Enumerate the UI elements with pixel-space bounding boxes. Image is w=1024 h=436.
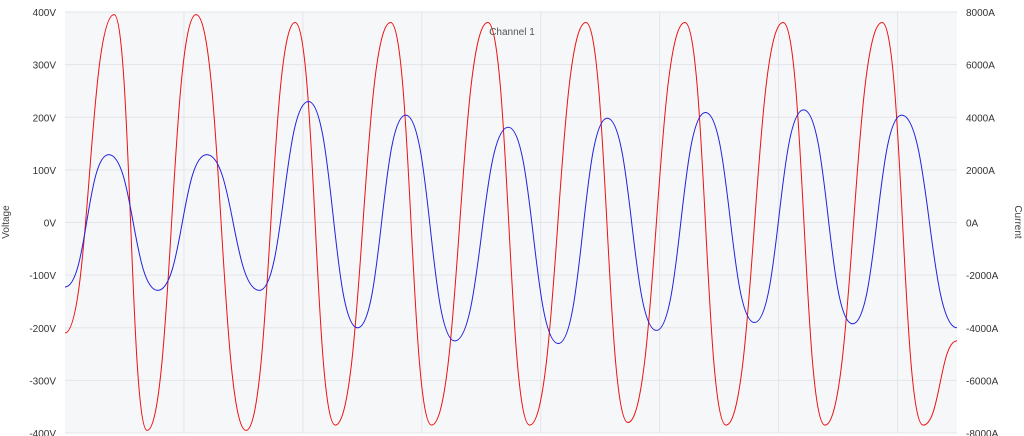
voltage-data-point [114, 14, 115, 15]
y-tick-label: 400V [33, 8, 57, 19]
voltage-data-point [390, 22, 391, 23]
y2-tick-label: -2000A [966, 271, 999, 282]
current-series-line [64, 100, 958, 345]
y2-tick-label: 6000A [966, 61, 995, 72]
current-data-point [705, 112, 706, 113]
current-data-point [64, 286, 65, 287]
y2-tick-label: 8000A [966, 8, 995, 19]
current-data-point [108, 154, 109, 155]
y-tick-label: 100V [33, 166, 57, 177]
current-data-point [454, 340, 455, 341]
voltage-data-point [882, 22, 883, 23]
voltage-data-point [923, 425, 924, 426]
y-tick-label: 300V [33, 61, 57, 72]
voltage-data-point [147, 430, 148, 431]
y2-tick-label: -6000A [966, 376, 999, 387]
voltage-data-point [196, 14, 197, 15]
y-tick-label: -200V [29, 324, 56, 335]
current-data-point [656, 330, 657, 331]
chart-title: Channel 1 [489, 27, 535, 38]
y-tick-label: -400V [29, 429, 56, 436]
voltage-data-point [684, 22, 685, 23]
current-data-point [206, 154, 207, 155]
voltage-data-point [295, 22, 296, 23]
current-data-point [259, 290, 260, 291]
current-data-point [357, 327, 358, 328]
voltage-data-point [783, 22, 784, 23]
voltage-data-point [335, 425, 336, 426]
voltage-data-point [627, 422, 628, 423]
voltage-data-point [585, 22, 586, 23]
current-data-point [558, 343, 559, 344]
y2-tick-label: -8000A [966, 429, 999, 436]
current-data-point [901, 115, 902, 116]
y-tick-label: 200V [33, 113, 57, 124]
current-data-point [803, 109, 804, 110]
current-data-point [508, 127, 509, 128]
current-data-point [852, 323, 853, 324]
voltage-data-point [246, 430, 247, 431]
voltage-data-point [64, 332, 65, 333]
voltage-data-point [431, 425, 432, 426]
y2-tick-label: 2000A [966, 166, 995, 177]
y-axis-label: Voltage [1, 205, 12, 239]
y2-axis-label: Current [1012, 205, 1023, 239]
voltage-data-point [956, 340, 957, 341]
series-layer [64, 14, 958, 431]
y2-tick-label: 4000A [966, 113, 995, 124]
y2-tick-label: 0A [966, 219, 979, 230]
current-data-point [157, 290, 158, 291]
current-data-point [754, 322, 755, 323]
current-data-point [405, 115, 406, 116]
voltage-data-point [824, 425, 825, 426]
y-tick-label: 0V [44, 219, 57, 230]
current-data-point [607, 118, 608, 119]
current-data-point [956, 327, 957, 328]
voltage-data-point [725, 425, 726, 426]
y-tick-label: -100V [29, 271, 56, 282]
voltage-data-point [487, 22, 488, 23]
current-data-point [308, 101, 309, 102]
right-axis: 8000A 6000A 4000A 2000A 0A -2000A -4000A -6000A… [966, 8, 999, 436]
y2-tick-label: -4000A [966, 324, 999, 335]
y-tick-label: -300V [29, 376, 56, 387]
left-axis: 400V 300V 200V 100V 0V -100V -200V -300V -400V [29, 8, 56, 436]
voltage-data-point [529, 425, 530, 426]
voltage-series-line [64, 14, 958, 431]
